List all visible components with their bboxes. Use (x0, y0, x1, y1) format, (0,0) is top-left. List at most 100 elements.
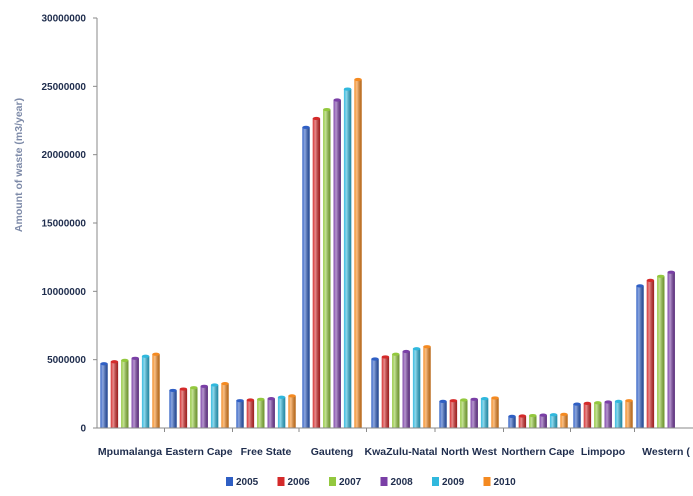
x-tick-label: KwaZulu-Natal (365, 446, 438, 458)
bar-cap (236, 399, 244, 403)
bar-cap (402, 349, 410, 354)
bar-cap (549, 413, 558, 417)
bar-cap (460, 398, 468, 402)
bar-cap (131, 356, 139, 360)
y-axis-title: Amount of waste (m3/year) (13, 98, 25, 232)
x-tick-label: Free State (241, 446, 292, 458)
bar-shine (371, 358, 379, 428)
bar-shine (646, 280, 655, 428)
bar-shine (354, 79, 362, 428)
bars (100, 77, 675, 429)
bar-shine (343, 89, 352, 429)
bar-cap (110, 360, 119, 364)
bar-shine (323, 109, 331, 429)
bar-shine (667, 272, 675, 428)
y-tick-label: 5000000 (47, 355, 86, 366)
legend-label: 2009 (442, 477, 465, 488)
bar-shine (412, 348, 421, 428)
bar-shine (439, 401, 447, 428)
bar-cap (560, 412, 568, 416)
bar-shine (480, 398, 489, 428)
bar-cap (343, 87, 352, 91)
bar-cap (333, 98, 341, 102)
bar-shine (560, 414, 568, 428)
bar-shine (402, 351, 410, 428)
bar-shine (573, 404, 581, 428)
y-tick-label: 10000000 (42, 287, 87, 298)
y-tick-label: 25000000 (42, 82, 87, 93)
bar-cap (439, 399, 447, 403)
bar-cap (614, 399, 623, 403)
bar-cap (179, 387, 188, 391)
bar-shine (288, 395, 296, 428)
bar-shine (169, 390, 177, 428)
legend-swatch (329, 477, 336, 486)
bar-shine (657, 276, 665, 428)
legend-label: 2008 (391, 477, 414, 488)
bar-shine (210, 384, 219, 428)
y-tick-label: 30000000 (42, 14, 87, 25)
bar-shine (333, 100, 341, 428)
bar-cap (267, 397, 275, 401)
bar-shine (423, 346, 431, 428)
bar-shine (100, 363, 108, 428)
bar-cap (121, 358, 129, 362)
bar-cap (277, 395, 286, 399)
bar-cap (152, 352, 160, 356)
bar-shine (141, 356, 150, 428)
bar-shine (131, 358, 139, 428)
bar-cap (302, 125, 310, 129)
bar-cap (480, 397, 489, 401)
bar-cap (470, 397, 478, 401)
bar-shine (625, 400, 633, 428)
bar-cap (573, 402, 581, 406)
bar-cap (667, 270, 675, 274)
bar-cap (141, 354, 150, 358)
bar-cap (449, 399, 458, 403)
bar-shine (312, 118, 321, 428)
x-tick-label: Limpopo (581, 446, 625, 458)
y-tick-label: 15000000 (42, 219, 87, 230)
bar-cap (221, 381, 229, 386)
bar-cap (491, 396, 499, 400)
bar-shine (190, 387, 198, 428)
bar-cap (354, 77, 362, 82)
bar-shine (121, 360, 129, 428)
bar-cap (539, 413, 547, 417)
x-tick-label: Eastern Cape (165, 446, 232, 458)
bar-cap (169, 388, 177, 393)
bar-cap (392, 352, 400, 356)
bar-shine (152, 354, 160, 428)
bar-shine (539, 415, 547, 428)
bar-shine (549, 414, 558, 428)
bar-shine (200, 386, 208, 428)
bar-cap (246, 398, 255, 402)
bar-cap (200, 384, 208, 388)
legend-swatch (277, 477, 285, 486)
bar-cap (412, 347, 421, 351)
y-axis: 0 5000000 10000000 15000000 20000000 25000000… (42, 14, 98, 435)
x-tick-label: Northern Cape (502, 446, 575, 458)
legend-swatch (432, 477, 439, 486)
x-tick-label: Mpumalanga (98, 446, 162, 458)
bar-cap (381, 355, 390, 359)
bar-shine (392, 354, 400, 428)
bar-shine (518, 415, 527, 428)
bar-cap (529, 413, 537, 418)
bar-shine (594, 402, 602, 428)
bar-cap (288, 394, 296, 398)
bar-cap (508, 414, 516, 418)
bar-shine (614, 401, 623, 428)
x-axis: Mpumalanga Eastern Cape Free State Gauteng K… (97, 427, 693, 458)
x-tick-label: North West (441, 446, 497, 458)
bar-cap (636, 284, 644, 288)
bar-shine (529, 415, 537, 428)
bar-cap (312, 116, 321, 121)
bar-cap (100, 362, 108, 366)
bar-cap (423, 345, 431, 349)
bar-cap (583, 401, 592, 405)
bar-shine (449, 400, 458, 428)
bar-shine (381, 356, 390, 428)
legend: 2005 2006 2007 2008 2009 2010 (226, 477, 516, 488)
